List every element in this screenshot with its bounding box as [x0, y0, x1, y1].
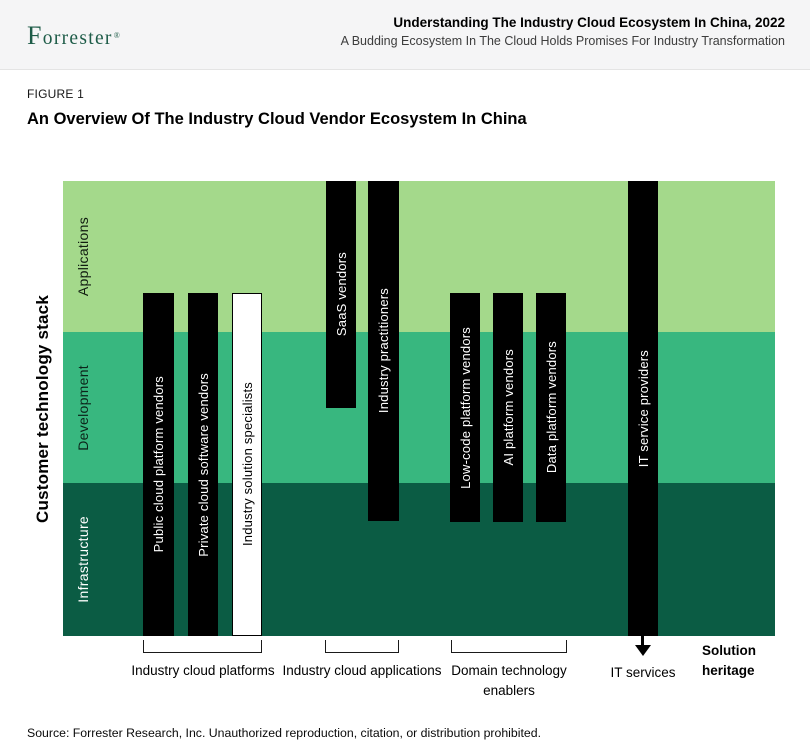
vendor-bar-ai-platform-vendors: AI platform vendors: [493, 293, 523, 522]
report-header: Forrester® Understanding The Industry Cl…: [0, 0, 810, 70]
vendor-bar-saas-vendors: SaaS vendors: [326, 181, 356, 408]
y-axis-label-container: Customer technology stack: [28, 181, 58, 636]
x-axis-label: Solution heritage: [702, 643, 756, 678]
vendor-bar-label: Low-code platform vendors: [457, 326, 473, 489]
group-label-domain-technology-enablers: Domain technology enablers: [451, 663, 567, 698]
vendor-bar-label: Data platform vendors: [543, 341, 559, 474]
figure-title: An Overview Of The Industry Cloud Vendor…: [27, 110, 527, 128]
vendor-bar-label: Public cloud platform vendors: [151, 376, 166, 553]
vendor-bar-label: Private cloud software vendors: [195, 372, 211, 557]
layer-label-development: Development: [75, 364, 91, 451]
registered-trademark-icon: ®: [113, 30, 120, 40]
vendor-bar-label: SaaS vendors: [333, 252, 349, 337]
vendor-bar-industry-practitioners: Industry practitioners: [368, 181, 399, 521]
vendor-bar-data-platform-vendors: Data platform vendors: [536, 293, 566, 522]
vendor-bar-public-cloud-platform-vendors: Public cloud platform vendors: [143, 293, 174, 636]
vendor-bar-industry-solution-specialists: Industry solution specialists: [232, 293, 262, 636]
down-arrow-icon: [635, 645, 651, 656]
layer-label-applications: Applications: [75, 216, 91, 297]
vendor-bar-label: AI platform vendors: [500, 349, 516, 466]
technology-stack-diagram: Applications Development Infrastructure Pub…: [63, 181, 775, 636]
group-bracket-domain-technology-enablers: [451, 640, 567, 653]
layer-label-container: Applications: [69, 181, 97, 332]
group-bracket-industry-cloud-platforms: [143, 640, 262, 653]
layer-label-infrastructure: Infrastructure: [75, 516, 91, 603]
layer-label-container: Development: [69, 332, 97, 483]
vendor-bar-it-service-providers: IT service providers: [628, 181, 658, 636]
layer-label-container: Infrastructure: [69, 483, 97, 636]
vendor-bar-label: Industry practitioners: [376, 288, 391, 414]
report-title: Understanding The Industry Cloud Ecosyst…: [393, 15, 785, 30]
header-titles: Understanding The Industry Cloud Ecosyst…: [341, 15, 785, 48]
group-bracket-industry-cloud-applications: [325, 640, 399, 653]
report-subtitle: A Budding Ecosystem In The Cloud Holds P…: [340, 34, 785, 48]
vendor-bar-low-code-platform-vendors: Low-code platform vendors: [450, 293, 480, 522]
down-arrow-stem: [641, 636, 644, 646]
group-label-industry-cloud-applications: Industry cloud applications: [282, 663, 442, 678]
group-label-it-services: IT services: [610, 665, 676, 680]
group-label-industry-cloud-platforms: Industry cloud platforms: [131, 663, 275, 678]
source-note: Source: Forrester Research, Inc. Unautho…: [27, 726, 541, 740]
y-axis-label: Customer technology stack: [33, 294, 52, 523]
forrester-logo-text: Forrester: [27, 21, 113, 50]
vendor-bar-label: Industry solution specialists: [239, 382, 255, 547]
figure-number-label: FIGURE 1: [27, 87, 84, 101]
forrester-logo: Forrester®: [27, 21, 120, 51]
vendor-bar-label: IT service providers: [635, 349, 651, 468]
vendor-bar-private-cloud-software-vendors: Private cloud software vendors: [188, 293, 218, 636]
